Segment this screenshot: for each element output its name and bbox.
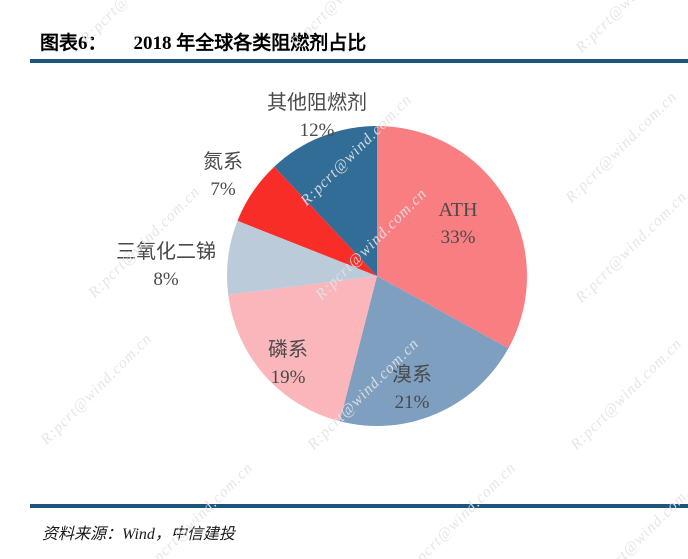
pie-slice-3 [227, 220, 377, 295]
figure-title-line: 图表6： 2018 年全球各类阻燃剂占比 [40, 28, 366, 55]
slice-label-name-5: 其他阻燃剂 [267, 91, 367, 114]
slice-label-name-0: ATH [439, 199, 478, 221]
pie-slice-4 [237, 166, 377, 276]
pie-slice-2 [228, 276, 377, 422]
slice-label-pct-0: 33% [441, 227, 476, 248]
pie-slice-0 [377, 126, 527, 349]
slice-label-name-3: 三氧化二锑 [116, 240, 216, 263]
figure-title: 2018 年全球各类阻燃剂占比 [133, 33, 367, 54]
slice-label-name-4: 氮系 [203, 150, 243, 173]
source-note: 资料来源：Wind，中信建投 [42, 526, 235, 543]
header-divider-rule [30, 59, 688, 63]
slice-label-pct-5: 12% [300, 120, 335, 141]
pie-slice-5 [274, 126, 377, 276]
pie-slice-1 [339, 276, 509, 427]
slice-label-pct-3: 8% [153, 269, 179, 290]
figure-number-label: 图表6： [40, 33, 107, 54]
slice-label-pct-1: 21% [395, 392, 430, 413]
slice-label-pct-2: 19% [271, 367, 306, 388]
slice-label-pct-4: 7% [210, 179, 236, 200]
figure-header: 图表6： 2018 年全球各类阻燃剂占比 [40, 28, 366, 55]
footer-divider-rule [30, 504, 688, 508]
slice-label-name-1: 溴系 [392, 363, 432, 386]
slice-label-name-2: 磷系 [268, 338, 308, 361]
